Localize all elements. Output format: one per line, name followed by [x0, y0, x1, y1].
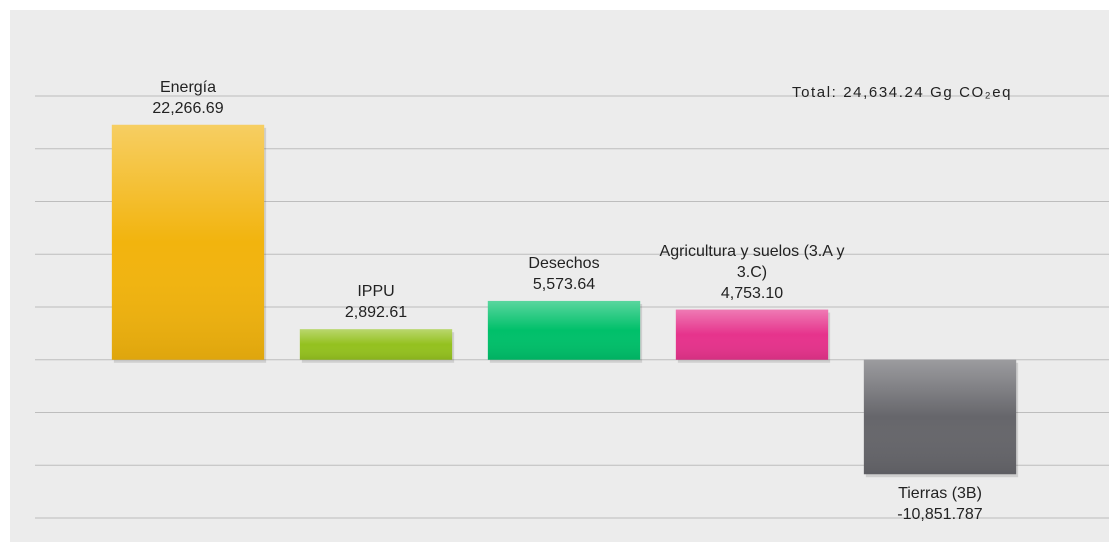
value-label: 4,753.10 [720, 284, 784, 302]
category-label: IPPU [357, 283, 395, 301]
bar-shine [863, 359, 1017, 475]
bar-shine [299, 329, 453, 360]
value-label: 5,573.64 [532, 275, 596, 293]
bar-shine [111, 124, 265, 360]
bar-shine [487, 300, 641, 360]
category-label: Desechos [528, 254, 600, 272]
total-annotation: Total: 24,634.24 Gg CO₂eq [792, 84, 1013, 101]
value-label: 2,892.61 [344, 304, 408, 322]
category-label: Energía [159, 78, 217, 96]
bar-shine [675, 309, 829, 360]
category-label: Agricultura y suelos (3.A y 3.C) [659, 242, 845, 281]
value-label: -10,851.787 [897, 506, 983, 524]
category-label: Tierras (3B) [898, 485, 982, 503]
value-label: 22,266.69 [152, 99, 224, 117]
